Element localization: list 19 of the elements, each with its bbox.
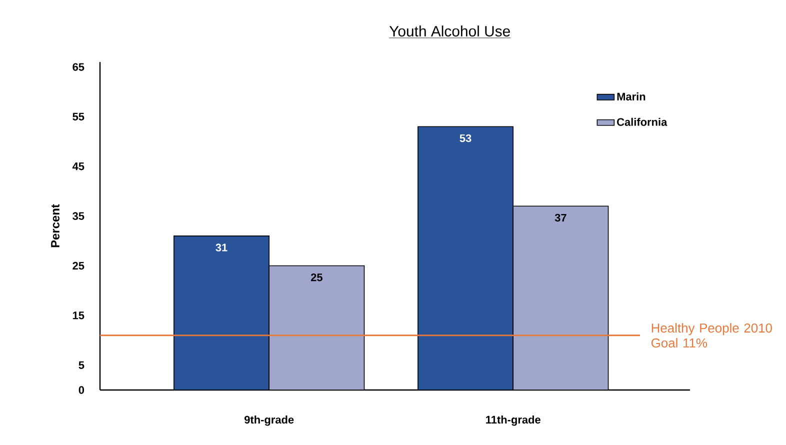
y-tick-label: 35 [72, 212, 84, 220]
y-tick-label: 45 [72, 162, 84, 170]
legend-label: California [617, 118, 668, 126]
ref-line-label: Healthy People 2010 Goal 11% [651, 323, 772, 348]
y-tick-label: 55 [72, 112, 84, 120]
y-tick-label: 15 [72, 312, 84, 320]
x-tick-label: 9th-grade [244, 416, 294, 426]
y-tick-label: 0 [78, 386, 84, 394]
x-tick-label: 11th-grade [486, 416, 540, 426]
y-tick-label: 25 [72, 262, 84, 270]
y-tick-label: 65 [72, 63, 84, 71]
data-label: 37 [554, 214, 566, 222]
legend-label: Marin [617, 92, 646, 100]
data-label: 53 [460, 134, 472, 142]
data-label: 31 [216, 244, 228, 252]
chart-title: Youth Alcohol Use [389, 26, 510, 37]
data-label: 25 [310, 273, 322, 282]
y-axis-title: Percent [51, 204, 60, 248]
y-tick-label: 5 [78, 361, 84, 369]
